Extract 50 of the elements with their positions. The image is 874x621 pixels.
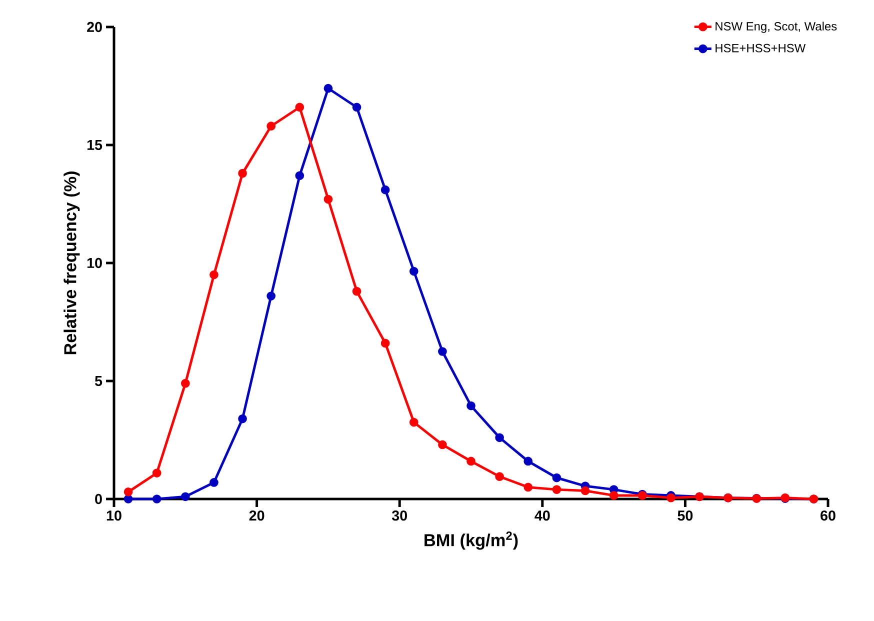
point: [324, 84, 333, 93]
point: [124, 487, 133, 496]
point: [524, 482, 533, 492]
point: [352, 102, 362, 112]
x-axis-title: BMI (kg/m$^{2}$): [424, 531, 518, 550]
point: [324, 194, 333, 204]
legend-label: NSW Eng, Scot, Wales: [716, 22, 837, 33]
y-tick-label: 10: [87, 258, 102, 268]
point: [380, 338, 390, 348]
point: [266, 292, 276, 300]
point: [580, 486, 590, 496]
point: [466, 456, 476, 466]
x-tick-label: 20: [249, 510, 264, 521]
point: [238, 168, 247, 178]
x-tick-label: 40: [534, 510, 550, 521]
point: [238, 414, 247, 424]
point: [124, 494, 133, 504]
x-tick-label: 10: [106, 510, 122, 521]
point: [438, 347, 447, 356]
y-tick-label: 20: [87, 22, 102, 32]
point: [152, 494, 162, 504]
point: [495, 433, 504, 442]
point: [295, 102, 304, 112]
point: [666, 493, 676, 502]
y-tick-label: 0: [95, 494, 102, 504]
point: [524, 456, 533, 466]
point: [180, 492, 190, 502]
point: [438, 440, 447, 450]
point: [210, 478, 218, 487]
point: [495, 472, 504, 482]
x-tick-label: 60: [820, 510, 836, 521]
point: [409, 266, 418, 276]
point: [552, 473, 562, 482]
point: [380, 185, 390, 194]
point: [180, 378, 190, 388]
point: [352, 286, 362, 296]
point: [266, 122, 276, 131]
point: [609, 491, 618, 500]
point: [152, 468, 162, 478]
x-tick-label: 50: [678, 510, 693, 521]
x-tick-label: 30: [392, 510, 407, 521]
legend-label: HSE+HSS+HSW: [716, 44, 806, 52]
point: [552, 485, 562, 494]
point: [409, 418, 418, 427]
point: [295, 171, 304, 180]
y-axis-title: Relative frequency (%): [64, 172, 80, 354]
point: [210, 270, 218, 280]
point: [466, 401, 476, 410]
y-tick-label: 15: [87, 140, 102, 150]
y-tick-label: 5: [94, 376, 102, 386]
